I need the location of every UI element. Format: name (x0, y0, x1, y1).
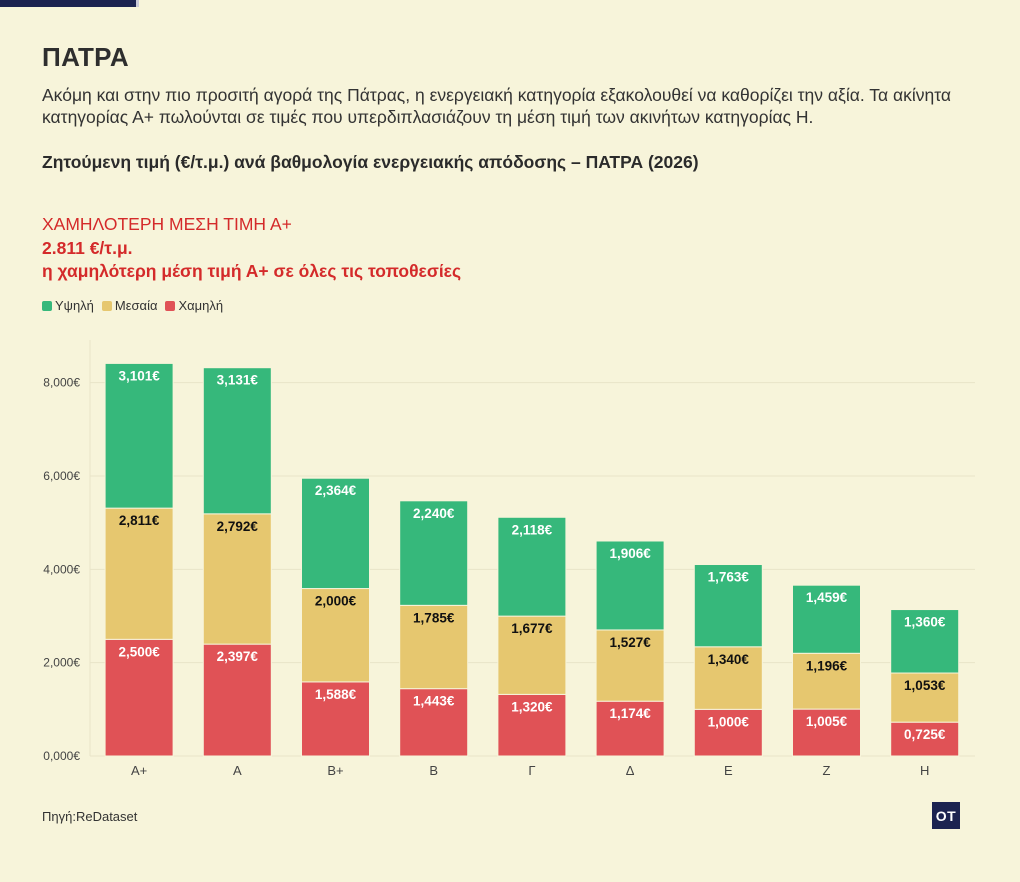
legend-item-medium: Μεσαία (101, 298, 158, 313)
bar-segment (792, 708, 861, 757)
data-label: 1,005€ (806, 714, 848, 729)
bar-segment (399, 688, 469, 757)
page-title: ΠΑΤΡΑ (42, 42, 129, 72)
data-label: 2,118€ (512, 522, 553, 537)
x-tick-label: Β (429, 763, 438, 778)
legend-item-high: Υψηλή (42, 298, 94, 313)
data-label: 2,811€ (119, 513, 160, 528)
ot-logo: OT (932, 802, 960, 829)
bar-segment (693, 564, 763, 648)
x-tick-label: Δ (626, 763, 635, 778)
bar-segment (890, 721, 960, 757)
bar-segment (202, 367, 272, 515)
data-label: 2,792€ (217, 519, 259, 534)
data-label: 2,397€ (217, 649, 259, 664)
y-tick-label: 6,000€ (43, 469, 80, 483)
data-label: 2,000€ (315, 594, 357, 609)
data-label: 1,785€ (413, 610, 455, 625)
bar-segment (104, 362, 174, 509)
data-label: 0,725€ (904, 727, 946, 742)
callout-heading: ΧΑΜΗΛΟΤΕΡΗ ΜΕΣΗ ΤΙΜΗ Α+ (42, 214, 292, 234)
data-label: 2,500€ (118, 644, 160, 659)
x-tick-label: Ζ (823, 763, 831, 778)
bar-segment (497, 615, 567, 695)
data-label: 1,677€ (511, 621, 553, 636)
legend-label-low: Χαμηλή (178, 298, 224, 313)
data-label: 1,174€ (609, 706, 651, 721)
bar-segment (202, 513, 272, 645)
bar-segment (301, 477, 370, 590)
legend-label-medium: Μεσαία (114, 298, 158, 313)
top-accent-bar-edge (136, 0, 139, 7)
data-label: 1,053€ (904, 678, 946, 693)
legend-swatch-low (165, 300, 176, 311)
data-label: 1,527€ (609, 635, 651, 650)
data-label: 1,763€ (708, 570, 750, 585)
bar-segment (595, 629, 665, 702)
x-tick-label: Ε (724, 763, 733, 778)
bar-segment (497, 516, 567, 617)
data-label: 1,459€ (806, 590, 848, 605)
data-label: 3,101€ (118, 368, 160, 383)
y-tick-label: 4,000€ (43, 562, 80, 576)
source-note: Πηγή:ReDataset (42, 809, 138, 824)
callout-value: 2.811 €/τ.μ. (42, 237, 133, 258)
legend-swatch-high (42, 300, 52, 311)
data-label: 1,588€ (315, 687, 357, 702)
data-label: 3,131€ (217, 373, 259, 388)
x-tick-label: Γ (528, 763, 535, 778)
bar-segment (792, 652, 861, 710)
chart-legend: Υψηλή Μεσαία Χαμηλή (42, 298, 223, 313)
bar-segment (595, 700, 665, 757)
bar-segment (104, 507, 174, 640)
bar-segment (792, 584, 861, 654)
legend-item-low: Χαμηλή (165, 298, 223, 313)
data-label: 1,000€ (708, 714, 750, 729)
bar-segment (890, 609, 960, 674)
top-accent-bar (0, 0, 136, 7)
bar-segment (595, 540, 665, 631)
data-label: 1,360€ (904, 615, 946, 630)
bar-segment (301, 588, 370, 683)
data-label: 1,906€ (609, 546, 651, 561)
x-tick-label: Α+ (131, 763, 147, 778)
chart-subtitle: Ζητούμενη τιμή (€/τ.μ.) ανά βαθμολογία ε… (42, 152, 699, 172)
bar-segment (202, 643, 272, 757)
y-tick-label: 2,000€ (43, 656, 80, 670)
callout-note: η χαμηλότερη μέση τιμή Α+ σε όλες τις το… (42, 261, 462, 281)
data-label: 1,340€ (708, 652, 750, 667)
lead-paragraph: Ακόμη και στην πιο προσιτή αγορά της Πάτ… (42, 85, 952, 127)
x-tick-label: Β+ (327, 763, 343, 778)
bar-segment (497, 693, 567, 757)
callout: ΧΑΜΗΛΟΤΕΡΗ ΜΕΣΗ ΤΙΜΗ Α+ 2.811 €/τ.μ. η χ… (42, 213, 461, 284)
bar-segment (693, 708, 763, 757)
data-label: 2,240€ (413, 506, 455, 521)
y-tick-label: 0,000€ (43, 749, 80, 763)
x-tick-label: Η (920, 763, 929, 778)
data-label: 2,364€ (315, 483, 357, 498)
data-label: 1,196€ (806, 658, 848, 673)
y-tick-label: 8,000€ (43, 376, 80, 390)
bar-segment (399, 500, 469, 606)
x-tick-label: Α (233, 763, 242, 778)
legend-label-high: Υψηλή (55, 298, 94, 313)
legend-swatch-medium (101, 300, 112, 311)
bar-segment (104, 638, 174, 757)
data-label: 1,443€ (413, 694, 455, 709)
data-label: 1,320€ (511, 699, 553, 714)
